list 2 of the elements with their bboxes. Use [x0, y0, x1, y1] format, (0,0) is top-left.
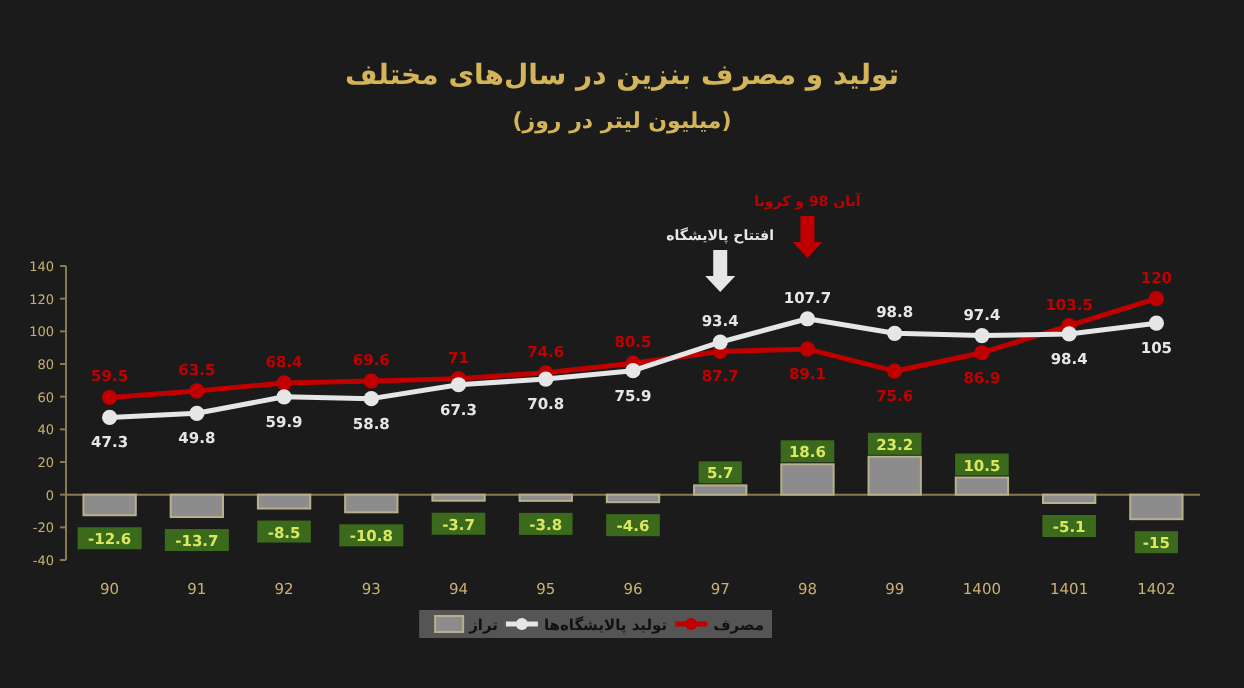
- chart-title: تولید و مصرف بنزین در سال‌های مختلف: [344, 60, 900, 92]
- chart-subtitle: (میلیون لیتر در روز): [512, 108, 732, 134]
